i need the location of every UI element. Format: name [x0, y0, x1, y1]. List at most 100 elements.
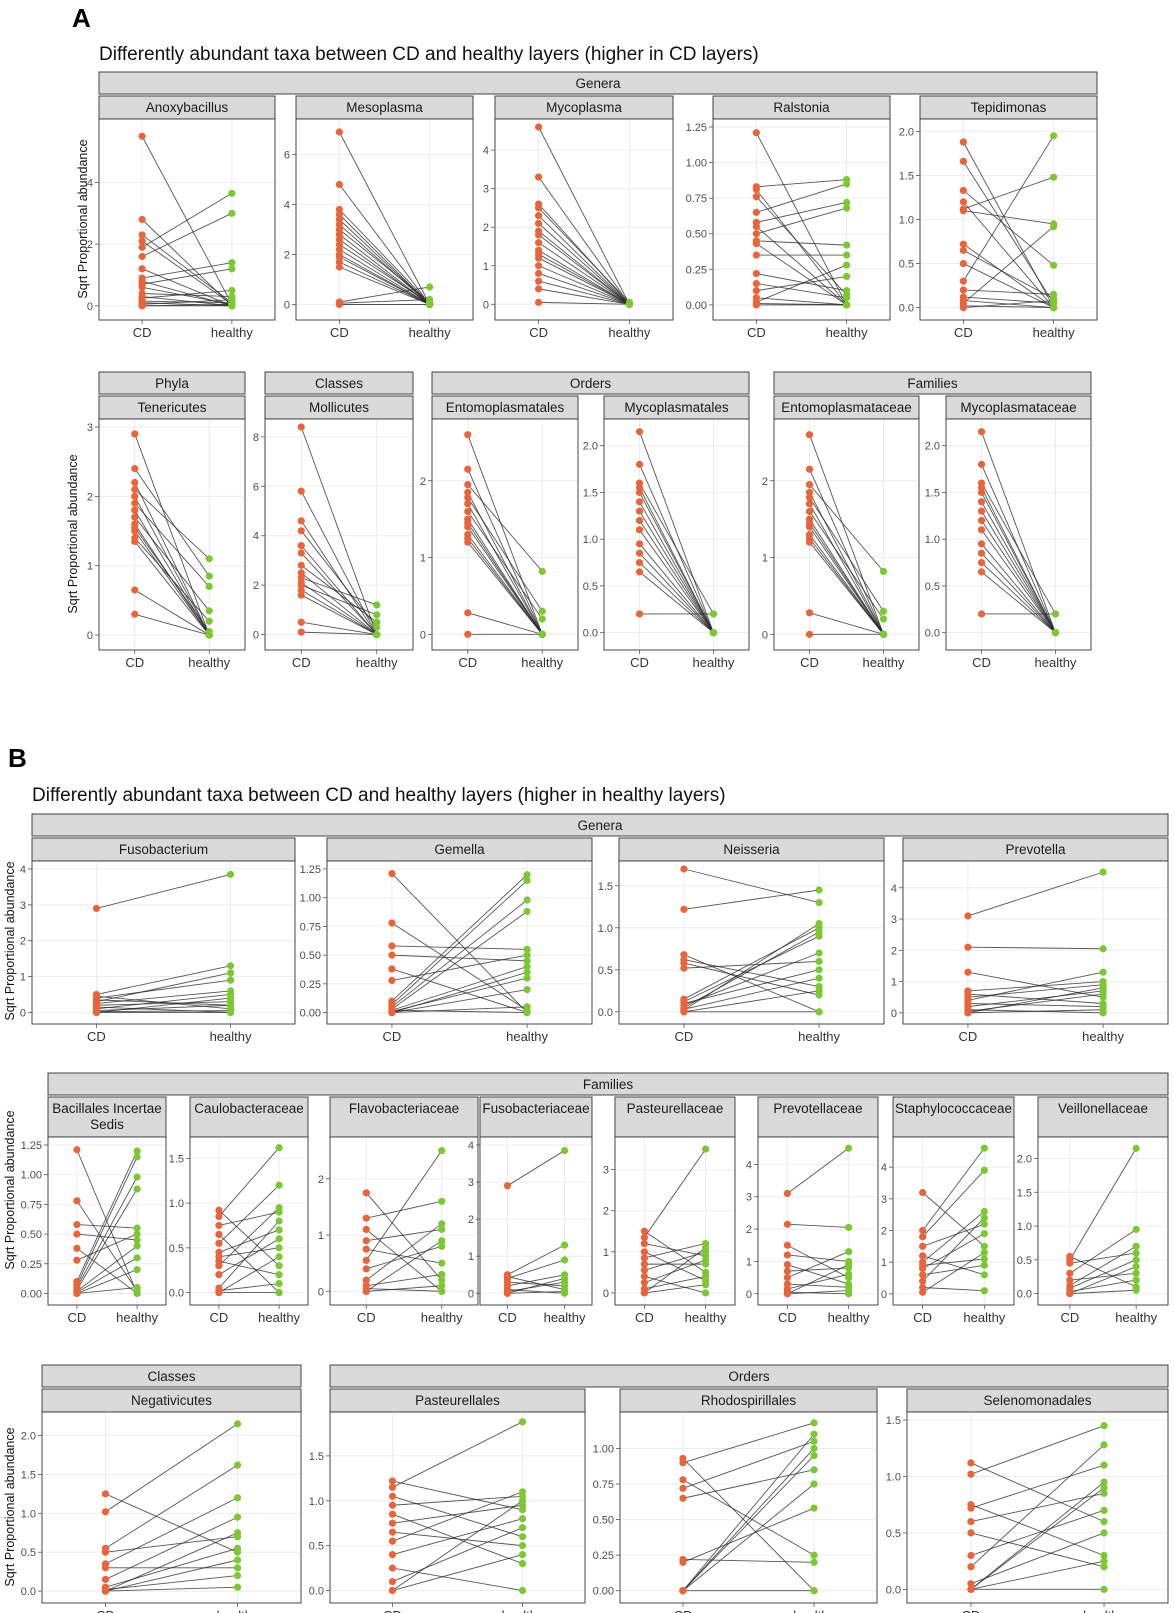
- cd-point: [919, 1271, 927, 1279]
- cd-point: [131, 610, 139, 618]
- pair-line: [391, 945, 528, 950]
- pair-line: [963, 263, 1054, 308]
- healthy-point: [1100, 1484, 1108, 1492]
- y-tick-label: 2: [891, 945, 897, 957]
- x-tick-label-cd: CD: [125, 655, 144, 670]
- pair-line: [467, 511, 543, 620]
- cd-point: [464, 465, 472, 473]
- y-tick-label: 0.50: [686, 229, 707, 241]
- group-strip-label: Phyla: [155, 376, 189, 391]
- pair-line: [338, 131, 431, 305]
- pair-line: [683, 952, 820, 1006]
- cd-point: [362, 1237, 370, 1245]
- x-tick-label-healthy: healthy: [826, 325, 868, 340]
- y-tick-label: 6: [253, 481, 259, 493]
- x-tick-label-cd: CD: [959, 1029, 978, 1044]
- pair-line: [682, 1507, 815, 1563]
- pair-line: [96, 1006, 231, 1013]
- cd-point: [977, 516, 986, 525]
- cd-point: [138, 237, 146, 245]
- healthy-point: [1100, 1563, 1108, 1571]
- pair-line: [682, 1479, 815, 1556]
- cd-point: [388, 1501, 397, 1509]
- healthy-point: [843, 204, 851, 212]
- pair-line: [507, 1259, 565, 1279]
- cd-point: [297, 542, 305, 550]
- pair-line: [105, 1423, 238, 1513]
- pair-line: [391, 971, 528, 1013]
- pair-line: [339, 184, 430, 305]
- cd-point: [131, 513, 139, 521]
- healthy-point: [810, 1466, 818, 1474]
- plot-area-anoxybacillus: [98, 118, 276, 321]
- pair-line: [682, 1433, 815, 1592]
- healthy-point: [709, 610, 718, 618]
- x-tick-label-cd: CD: [675, 1029, 694, 1044]
- y-tick-label: 0.5: [925, 581, 940, 593]
- pair-line: [639, 552, 714, 633]
- pair-line: [141, 240, 233, 305]
- x-tick-label-cd: CD: [498, 1310, 517, 1325]
- cd-point: [635, 610, 644, 618]
- cd-point: [464, 609, 472, 617]
- healthy-point: [233, 1556, 242, 1564]
- healthy-point: [426, 295, 434, 304]
- cd-point: [805, 507, 814, 516]
- cd-point: [964, 968, 972, 976]
- y-tick-label: 1: [420, 553, 426, 565]
- healthy-point: [1050, 222, 1058, 231]
- pair-line: [683, 960, 820, 969]
- healthy-point: [810, 1419, 818, 1427]
- cd-point: [215, 1221, 223, 1230]
- healthy-point: [233, 1420, 242, 1428]
- cd-point: [959, 259, 967, 268]
- pair-line: [392, 1554, 523, 1591]
- cd-point: [388, 1510, 397, 1518]
- cd-point: [752, 240, 760, 248]
- pair-line: [970, 1481, 1105, 1590]
- y-tick-label: 0.75: [300, 921, 321, 933]
- healthy-point: [518, 1418, 527, 1426]
- healthy-point: [980, 1207, 988, 1216]
- pair-line: [391, 1009, 528, 1014]
- healthy-point: [1050, 296, 1058, 305]
- pair-line: [963, 300, 1054, 309]
- pair-line: [756, 226, 847, 306]
- healthy-point: [815, 920, 823, 928]
- cd-point: [464, 431, 472, 439]
- healthy-point: [1099, 990, 1107, 998]
- cd-point: [388, 1528, 397, 1536]
- healthy-point: [560, 1256, 569, 1264]
- y-tick-label: 6: [284, 150, 290, 162]
- healthy-point: [815, 966, 823, 974]
- pair-line: [339, 244, 430, 304]
- cd-point: [535, 204, 543, 212]
- pair-line: [105, 1586, 238, 1592]
- cd-point: [640, 1233, 649, 1242]
- pair-line: [787, 1290, 849, 1295]
- pair-line: [134, 482, 210, 636]
- cd-point: [967, 1551, 975, 1560]
- cd-point: [680, 959, 688, 967]
- cd-point: [959, 138, 967, 146]
- cd-point: [73, 1289, 81, 1298]
- y-tick-label: 0.25: [593, 1550, 614, 1562]
- y-tick-label: 1.5: [169, 1153, 184, 1165]
- healthy-point: [133, 1242, 141, 1250]
- cd-point: [679, 1587, 687, 1595]
- cd-point: [635, 558, 644, 567]
- x-tick-label-healthy: healthy: [1033, 325, 1075, 340]
- pair-line: [787, 1283, 849, 1288]
- cd-point: [215, 1288, 223, 1297]
- cd-point: [138, 265, 146, 273]
- plots-layer: Genera Sqrt Proportional abundance Anoxyba…: [3, 71, 1169, 1613]
- y-tick-label: 3: [746, 1192, 752, 1204]
- cd-point: [977, 428, 986, 436]
- y-tick-label: 2: [420, 476, 426, 488]
- pair-line: [1069, 1259, 1137, 1289]
- cd-point: [73, 1256, 81, 1264]
- cd-point: [335, 215, 343, 224]
- pair-line: [391, 922, 528, 1011]
- pair-line: [300, 520, 378, 635]
- cd-point: [635, 428, 644, 436]
